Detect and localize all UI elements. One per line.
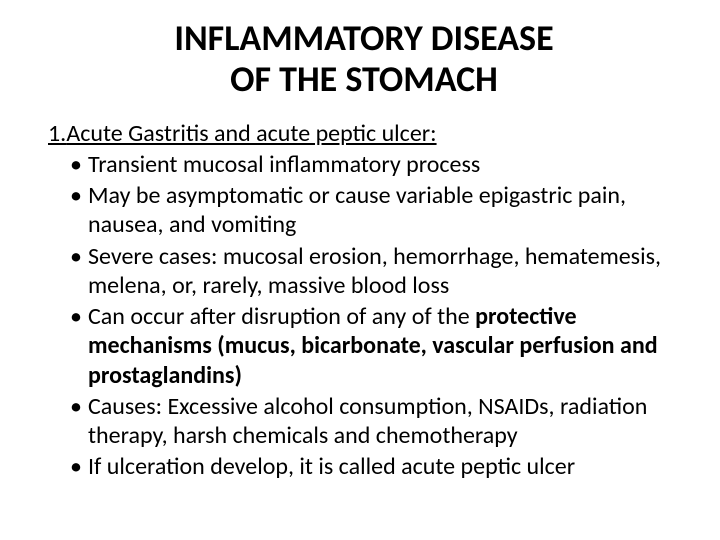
bullet-text: Transient mucosal inflammatory process: [88, 150, 480, 179]
bullet-lead: Can occur after disruption of any of the: [88, 302, 475, 331]
section-text: Acute Gastritis and acute peptic ulcer:: [66, 119, 436, 148]
slide-title: INFLAMMATORY DISEASE OF THE STOMACH: [48, 18, 680, 101]
bullet-text: Causes: Excessive alcohol consumption, N…: [88, 392, 647, 450]
list-item: Can occur after disruption of any of the…: [70, 302, 680, 390]
section-heading: 1.Acute Gastritis and acute peptic ulcer…: [48, 119, 680, 148]
list-item: Causes: Excessive alcohol consumption, N…: [70, 392, 680, 451]
list-item: Transient mucosal inflammatory process: [70, 150, 680, 179]
section-number: 1.: [48, 119, 66, 148]
list-item: Severe cases: mucosal erosion, hemorrhag…: [70, 242, 680, 301]
bullet-text: May be asymptomatic or cause variable ep…: [88, 181, 626, 239]
list-item: If ulceration develop, it is called acut…: [70, 452, 680, 481]
slide: INFLAMMATORY DISEASE OF THE STOMACH 1.Ac…: [0, 0, 720, 540]
bullet-list: Transient mucosal inflammatory process M…: [48, 150, 680, 482]
title-line-1: INFLAMMATORY DISEASE: [88, 18, 640, 59]
bullet-text: If ulceration develop, it is called acut…: [88, 452, 575, 481]
list-item: May be asymptomatic or cause variable ep…: [70, 181, 680, 240]
bullet-text: Severe cases: mucosal erosion, hemorrhag…: [88, 242, 661, 300]
title-line-2: OF THE STOMACH: [88, 59, 640, 100]
